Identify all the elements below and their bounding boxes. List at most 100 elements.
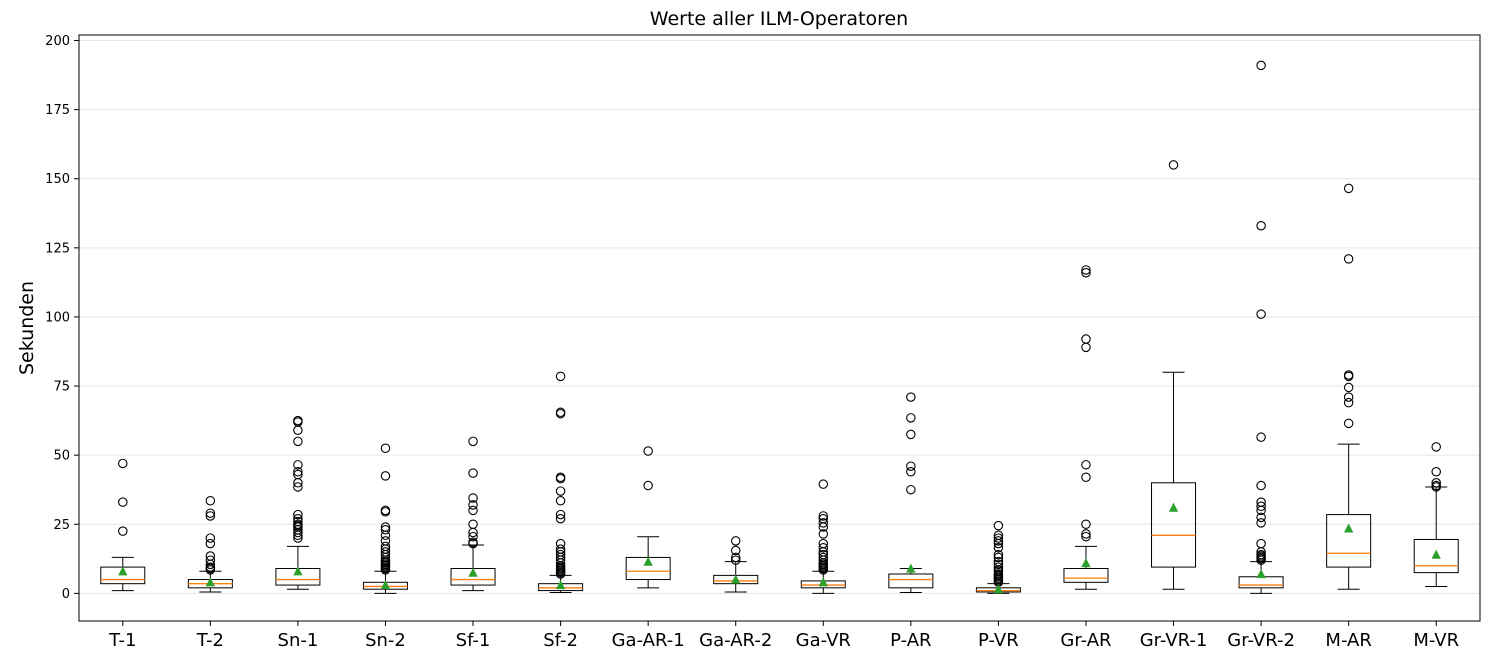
x-tick-label: Ga-AR-2 <box>699 630 772 651</box>
outlier-point <box>118 458 128 469</box>
outlier-point <box>1343 392 1354 402</box>
outlier-point <box>380 565 391 575</box>
mean-marker <box>906 563 916 573</box>
x-tick-label: Gr-VR-2 <box>1227 630 1295 651</box>
box-sn-1 <box>275 415 321 590</box>
box-sf-1 <box>450 436 496 592</box>
outlier-point <box>555 486 566 496</box>
box-t-2 <box>187 496 233 593</box>
outlier-point <box>1256 501 1266 512</box>
outlier-point <box>555 513 566 524</box>
outlier-point <box>993 542 1004 553</box>
outlier-point <box>906 461 916 471</box>
outlier-point <box>293 482 303 492</box>
box-ga-ar-2 <box>713 536 759 593</box>
box-m-vr <box>1413 442 1459 587</box>
mean-marker <box>643 556 653 566</box>
x-tick-label: Ga-AR-1 <box>612 630 685 651</box>
outlier-point <box>818 565 829 575</box>
outlier-point <box>1081 342 1091 353</box>
outlier-point <box>1343 183 1354 194</box>
outlier-point <box>993 549 1004 560</box>
outlier-point <box>818 511 829 521</box>
outlier-point <box>1431 482 1441 492</box>
y-tick-label: 150 <box>45 172 70 187</box>
box-body <box>1063 567 1109 583</box>
box-body <box>888 573 934 589</box>
box-sf-2 <box>538 371 584 594</box>
box-t-1 <box>100 458 146 592</box>
outlier-point <box>1256 60 1266 71</box>
y-axis-label: Sekunden <box>16 281 38 375</box>
mean-marker <box>731 574 741 584</box>
outlier-point <box>555 408 566 419</box>
outlier-point <box>1081 334 1091 344</box>
outlier-point <box>1343 254 1354 264</box>
mean-marker <box>468 567 478 577</box>
outlier-point <box>293 460 303 470</box>
outlier-point <box>993 538 1004 549</box>
box-ga-vr <box>800 479 846 594</box>
outlier-point <box>380 507 391 517</box>
outlier-point <box>1081 519 1091 530</box>
x-tick-label: Gr-VR-1 <box>1140 630 1208 651</box>
outlier-point <box>205 559 216 570</box>
mean-marker <box>1168 502 1179 512</box>
outlier-point <box>468 436 478 447</box>
outlier-point <box>293 527 303 538</box>
mean-marker <box>1343 523 1354 533</box>
mean-marker <box>293 566 303 576</box>
outlier-point <box>555 509 566 520</box>
x-tick-label: Sn-1 <box>278 630 319 651</box>
outlier-point <box>730 555 741 565</box>
box-p-ar <box>888 392 934 594</box>
outlier-point <box>993 533 1004 543</box>
outlier-point <box>1256 505 1266 516</box>
x-tick-label: M-VR <box>1413 630 1459 651</box>
outlier-point <box>818 542 829 553</box>
box-ga-ar-1 <box>625 446 671 589</box>
outlier-point <box>380 471 391 481</box>
outlier-point <box>643 480 653 491</box>
outlier-point <box>730 536 741 546</box>
box-body <box>1151 482 1197 568</box>
outlier-point <box>293 530 303 541</box>
outlier-point <box>118 526 128 536</box>
outlier-point <box>468 500 478 510</box>
outlier-point <box>906 466 916 477</box>
outlier-point <box>1431 478 1441 488</box>
outlier-point <box>1343 382 1354 393</box>
mean-marker <box>818 577 828 587</box>
outlier-point <box>1256 480 1266 491</box>
chart-title: Werte aller ILM-Operatoren <box>650 8 908 30</box>
outlier-point <box>380 530 391 541</box>
outlier-point <box>555 371 566 382</box>
x-tick-label: P-AR <box>890 630 931 651</box>
x-tick-label: T-1 <box>108 630 136 651</box>
mean-marker <box>993 584 1004 594</box>
outlier-point <box>1431 442 1441 452</box>
outlier-point <box>1081 529 1091 539</box>
x-tick-label: T-2 <box>196 630 224 651</box>
y-tick-label: 50 <box>53 449 70 464</box>
outlier-point <box>1081 531 1091 542</box>
outlier-point <box>380 443 391 453</box>
y-tick-label: 175 <box>45 103 70 118</box>
x-tick-label: Gr-AR <box>1060 630 1111 651</box>
axes: 0 25 50 75 100 125 150 175 200 T-1 T-2 Sn-1 Sn-2 Sf-1… <box>45 34 1459 651</box>
outlier-point <box>906 484 916 495</box>
mean-marker <box>1081 557 1091 568</box>
outlier-point <box>1343 397 1354 408</box>
outlier-point <box>993 536 1004 546</box>
mean-marker <box>380 580 391 590</box>
outlier-point <box>468 505 478 516</box>
outlier-point <box>1256 220 1266 231</box>
box-sn-2 <box>362 443 408 594</box>
outlier-point <box>118 497 128 507</box>
outlier-point <box>1168 160 1179 170</box>
mean-marker <box>555 580 566 590</box>
box-body <box>1413 538 1459 574</box>
outlier-point <box>643 446 653 456</box>
outlier-point <box>1256 309 1266 319</box>
